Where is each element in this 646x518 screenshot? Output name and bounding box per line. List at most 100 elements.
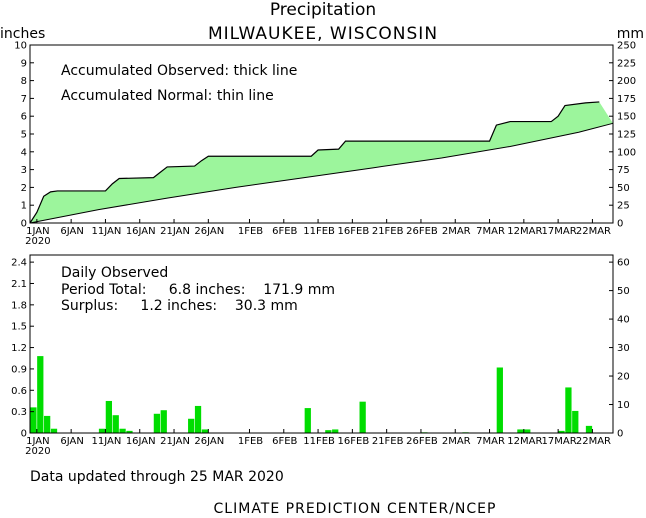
- accumulated-right-tick-label: 0: [617, 219, 623, 230]
- accumulated-x-tick-label: 16JAN: [126, 226, 156, 237]
- accumulated-x-tick-label: 21JAN: [160, 226, 190, 237]
- accumulated-x-tick-label: 22MAR: [576, 226, 611, 237]
- accumulated-x-tick-label: 1JAN: [26, 226, 49, 237]
- accumulated-right-tick-label: 75: [617, 165, 630, 176]
- daily-panel-frame: [29, 254, 614, 434]
- credit-footer: CLIMATE PREDICTION CENTER/NCEP: [214, 501, 497, 517]
- left-unit-label: inches: [0, 26, 45, 42]
- daily-precip-bar: [37, 356, 44, 433]
- annotation-period-total: Period Total: 6.8 inches: 171.9 mm: [61, 282, 335, 298]
- accumulated-x-tick-label: 11JAN: [92, 226, 122, 237]
- accumulated-left-tick-label: 9: [21, 58, 27, 69]
- accumulated-left-tick-label: 10: [14, 41, 27, 52]
- daily-precip-bar: [304, 408, 311, 433]
- accumulated-year-label: 2020: [25, 236, 50, 247]
- daily-x-tick-label: 1JAN: [26, 436, 49, 447]
- daily-right-tick-label: 40: [617, 315, 630, 326]
- accumulated-left-tick-label: 3: [21, 165, 27, 176]
- daily-x-tick-label: 26FEB: [406, 436, 438, 447]
- daily-x-tick-label: 1FEB: [238, 436, 263, 447]
- accumulated-right-tick-label: 150: [617, 112, 636, 123]
- right-unit-label: mm: [617, 26, 644, 42]
- daily-x-tick-label: 6FEB: [272, 436, 297, 447]
- daily-precip-bar: [558, 430, 565, 433]
- accumulated-x-tick-label: 7MAR: [476, 226, 505, 237]
- daily-precip-bar: [585, 425, 593, 433]
- accumulated-x-tick-label: 26JAN: [194, 226, 224, 237]
- accumulated-left-tick-label: 6: [21, 112, 27, 123]
- accumulated-x-tick-label: 6FEB: [272, 226, 297, 237]
- accumulated-left-tick-label: 4: [21, 147, 27, 158]
- daily-precip-bar: [194, 405, 202, 433]
- accumulated-right-tick-label: 25: [617, 201, 630, 212]
- accumulated-right-tick-label: 175: [617, 94, 636, 105]
- accumulated-panel: 0123456789100255075100125150175200225250…: [14, 41, 636, 248]
- daily-left-tick-label: 1.8: [11, 300, 27, 311]
- accumulated-right-tick-label: 50: [617, 183, 630, 194]
- daily-x-tick-label: 7MAR: [476, 436, 505, 447]
- daily-left-tick-label: 0.3: [11, 407, 27, 418]
- accumulated-x-tick-label: 11FEB: [303, 226, 335, 237]
- daily-precip-bar: [524, 429, 531, 433]
- accumulated-left-tick-label: 2: [21, 183, 27, 194]
- daily-x-tick-label: 17MAR: [542, 436, 577, 447]
- daily-right-tick-label: 60: [617, 258, 630, 269]
- daily-left-tick-label: 0: [21, 429, 27, 440]
- daily-precip-bar: [496, 367, 503, 433]
- accumulated-right-tick-label: 225: [617, 58, 636, 69]
- daily-precip-bar: [126, 430, 133, 433]
- daily-precip-bar: [105, 400, 113, 433]
- daily-precip-bar: [332, 429, 339, 433]
- daily-left-tick-label: 1.2: [11, 343, 27, 354]
- daily-left-tick-label: 0.9: [11, 364, 27, 375]
- accumulated-right-tick-label: 100: [617, 147, 636, 158]
- daily-precip-bar: [50, 428, 58, 433]
- daily-precip-bar: [160, 410, 167, 433]
- annotation-daily-observed: Daily Observed: [61, 265, 168, 281]
- daily-right-tick-label: 50: [617, 286, 630, 297]
- accumulated-observed-line: [29, 101, 600, 224]
- daily-x-tick-label: 12MAR: [507, 436, 542, 447]
- data-updated-note: Data updated through 25 MAR 2020: [30, 469, 284, 485]
- accumulated-x-tick-label: 17MAR: [542, 226, 577, 237]
- daily-year-label: 2020: [25, 446, 50, 457]
- daily-x-tick-label: 2MAR: [442, 436, 471, 447]
- accumulated-x-tick-label: 2MAR: [442, 226, 471, 237]
- annotation-surplus: Surplus: 1.2 inches: 30.3 mm: [61, 298, 298, 314]
- accumulated-normal-line: [29, 122, 614, 224]
- daily-x-tick-label: 21JAN: [160, 436, 190, 447]
- accumulated-x-tick-label: 26FEB: [406, 226, 438, 237]
- accumulated-right-tick-label: 125: [617, 130, 636, 141]
- daily-x-tick-label: 21FEB: [372, 436, 404, 447]
- daily-precip-bar: [119, 428, 126, 433]
- daily-right-tick-label: 30: [617, 343, 630, 354]
- daily-precip-bar: [359, 401, 366, 433]
- daily-precip-bar: [98, 428, 106, 433]
- chart-subtitle: MILWAUKEE, WISCONSIN: [208, 24, 438, 44]
- daily-panel: 0 0.3 0.6 0.9 1.2 1.5 1.8 2.1 2.4 0 10 20 30 40 50 60 1J…: [11, 254, 630, 457]
- daily-precip-bar: [565, 387, 572, 433]
- daily-left-tick-label: 2.1: [11, 279, 27, 290]
- accumulated-right-tick-label: 250: [617, 41, 636, 52]
- daily-left-tick-label: 1.5: [11, 322, 27, 333]
- daily-x-tick-label: 16JAN: [126, 436, 156, 447]
- daily-x-tick-label: 16FEB: [338, 436, 370, 447]
- accumulated-left-tick-label: 1: [21, 201, 27, 212]
- accumulated-right-tick-label: 200: [617, 76, 636, 87]
- daily-precip-bar: [153, 413, 161, 433]
- daily-precip-bar: [325, 430, 332, 433]
- annotation-normal: Accumulated Normal: thin line: [61, 88, 274, 104]
- daily-precip-bar: [188, 418, 195, 433]
- accumulated-x-tick-label: 12MAR: [507, 226, 542, 237]
- daily-left-tick-label: 0.6: [11, 386, 27, 397]
- daily-x-tick-label: 11FEB: [303, 436, 335, 447]
- daily-x-tick-label: 26JAN: [194, 436, 224, 447]
- accumulated-left-tick-label: 5: [21, 130, 27, 141]
- daily-x-tick-label: 22MAR: [576, 436, 611, 447]
- chart-title: Precipitation: [270, 0, 376, 20]
- daily-precip-bar: [517, 429, 524, 433]
- daily-right-tick-label: 10: [617, 400, 630, 411]
- surplus-fill-area: [30, 101, 613, 223]
- daily-x-tick-label: 11JAN: [92, 436, 122, 447]
